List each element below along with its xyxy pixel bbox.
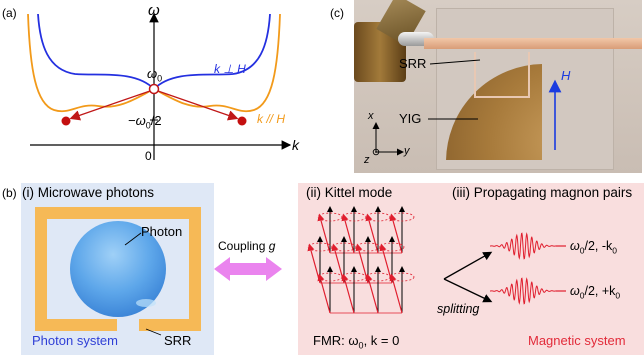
right-dot bbox=[237, 116, 247, 126]
omega0-label: ω0 bbox=[147, 66, 162, 84]
magnon-title: (iii) Propagating magnon pairs bbox=[452, 185, 633, 200]
left-dot bbox=[61, 116, 71, 126]
pair-upper-sub: 0 bbox=[579, 245, 585, 256]
axis-z-dot bbox=[375, 151, 377, 153]
coupling-symbol: g bbox=[268, 239, 276, 253]
k-perp-label: k ⊥ H bbox=[214, 62, 246, 76]
panel-c-letter: (c) bbox=[330, 6, 344, 20]
photon-pointer bbox=[124, 232, 142, 246]
kittel-title: (ii) Kittel mode bbox=[306, 185, 393, 200]
fmr-post: , k = 0 bbox=[363, 333, 400, 348]
fmr-label: FMR: ω0, k = 0 bbox=[313, 334, 399, 351]
photon-sphere bbox=[70, 221, 166, 317]
photon-label: Photon bbox=[141, 224, 183, 239]
pair-lower-post: /2, +k bbox=[584, 284, 616, 298]
srr-pointer-b bbox=[145, 328, 162, 336]
omega0-label-main: ω bbox=[147, 66, 158, 81]
coupling-arrow bbox=[214, 257, 282, 281]
srr-pointer bbox=[429, 59, 481, 65]
half-omega0-sub: 0 bbox=[145, 120, 151, 131]
y-axis-label: ω bbox=[148, 2, 160, 19]
fmr-sub: 0 bbox=[358, 340, 364, 351]
photo-annotations bbox=[372, 59, 562, 156]
upper-wave-packet bbox=[490, 232, 556, 260]
omega0-label-sub: 0 bbox=[157, 73, 163, 84]
srr-photo-label: SRR bbox=[399, 56, 427, 71]
dispersion-plot bbox=[27, 12, 292, 160]
axis-y-label: y bbox=[404, 145, 410, 157]
pair-lower-sub: 0 bbox=[579, 290, 585, 301]
lower-wave-packet bbox=[490, 277, 556, 305]
pair-lower-label: ω0/2, +k0 bbox=[570, 284, 620, 301]
right-arrow bbox=[157, 90, 239, 121]
axis-x-label: x bbox=[368, 110, 374, 122]
half-omega0-pre: −ω bbox=[128, 113, 146, 128]
fmr-pre: FMR: ω bbox=[313, 333, 359, 348]
pair-lower-ksub: 0 bbox=[615, 290, 621, 301]
center-open-dot bbox=[148, 83, 160, 95]
origin-label: 0 bbox=[145, 149, 152, 163]
half-omega0-label: −ω0/2 bbox=[128, 113, 162, 131]
panel-b-letter: (b) bbox=[2, 186, 17, 200]
spin-diagram bbox=[307, 206, 566, 314]
spin-lattice bbox=[307, 206, 415, 314]
left-arrow bbox=[69, 90, 151, 121]
split-up-arrow bbox=[443, 251, 493, 280]
axis-z-circle bbox=[372, 148, 380, 156]
pair-upper-pre: ω bbox=[570, 239, 580, 253]
field-label: H bbox=[561, 68, 571, 83]
photon-title: (i) Microwave photons bbox=[22, 185, 155, 200]
half-omega0-post: /2 bbox=[150, 113, 162, 128]
coupling-label: Coupling g bbox=[218, 240, 275, 252]
srr-label-b: SRR bbox=[164, 333, 192, 348]
split-down-arrow bbox=[443, 278, 493, 303]
axis-z-label: z bbox=[364, 154, 370, 166]
coupling-double-arrow bbox=[214, 257, 282, 281]
pair-upper-label: ω0/2, -k0 bbox=[570, 239, 617, 256]
yig-photo-label: YIG bbox=[399, 111, 422, 126]
k-par-label: k // H bbox=[257, 112, 286, 126]
pair-upper-post: /2, -k bbox=[584, 239, 613, 253]
photon-highlight bbox=[136, 299, 156, 307]
device-photo bbox=[354, 0, 642, 173]
photon-system-label: Photon system bbox=[32, 333, 118, 348]
splitting-label: splitting bbox=[437, 302, 480, 316]
coupling-text: Coupling bbox=[218, 239, 269, 253]
magnetic-system-label: Magnetic system bbox=[528, 333, 626, 348]
pair-upper-ksub: 0 bbox=[612, 245, 618, 256]
pair-lower-pre: ω bbox=[570, 284, 580, 298]
panel-a-letter: (a) bbox=[2, 6, 17, 20]
microstrip-line bbox=[424, 38, 642, 49]
srr-diagram bbox=[35, 207, 201, 336]
srr-shape bbox=[474, 52, 530, 98]
x-axis-label: k bbox=[292, 137, 299, 153]
